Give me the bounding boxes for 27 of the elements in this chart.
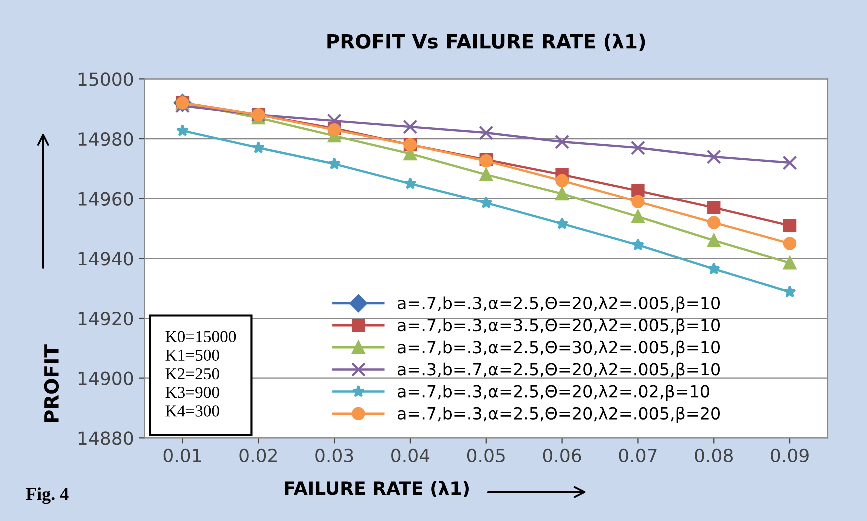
legend-label: a=.7,b=.3,α=2.5,Θ=20,λ2=.005,β=10 xyxy=(398,296,720,313)
x-tick-label: 0.04 xyxy=(392,448,430,463)
y-tick-label: 14900 xyxy=(78,372,134,386)
x-tick-label: 0.01 xyxy=(164,448,202,463)
y-tick-label: 14920 xyxy=(78,312,134,326)
x-tick-label: 0.06 xyxy=(543,448,582,463)
legend-label: a=.3,b=.7,α=2.5,Θ=20,λ2=.005,β=10 xyxy=(398,362,720,380)
x-tick-label: 0.03 xyxy=(316,448,354,463)
legend-label: a=.7,b=.3,α=2.5,Θ=20,λ2=.02,β=10 xyxy=(398,384,710,402)
caption: Fig. 4 xyxy=(26,488,69,504)
x-tick-label: 0.02 xyxy=(240,448,277,463)
x-tick-label: 0.09 xyxy=(771,448,809,463)
y-tick-label: 14880 xyxy=(78,432,134,446)
x-tick-label: 0.07 xyxy=(619,448,657,463)
x-axis-title: FAILURE RATE (λ1) xyxy=(285,481,469,498)
y-tick-label: 14980 xyxy=(78,132,134,146)
x-tick-label: 0.08 xyxy=(695,448,733,463)
legend-label: a=.7,b=.3,α=2.5,Θ=20,λ2=.005,β=20 xyxy=(398,406,720,424)
legend-label: a=.7,b=.3,α=2.5,Θ=30,λ2=.005,β=10 xyxy=(398,340,720,357)
chart-title: PROFIT Vs FAILURE RATE (λ1) xyxy=(328,34,646,52)
y-tick-label: 14960 xyxy=(78,192,134,206)
annotation: K0=15000 K1=500 K2=250 K3=900 K4=300 xyxy=(166,331,236,417)
y-axis-title: PROFIT xyxy=(44,344,60,422)
x-tick-label: 0.05 xyxy=(467,448,505,463)
legend-label: a=.7,b=.3,α=3.5,Θ=20,λ2=.005,β=10 xyxy=(398,318,720,335)
y-tick-label: 15000 xyxy=(78,72,134,86)
y-tick-label: 14940 xyxy=(78,252,134,266)
